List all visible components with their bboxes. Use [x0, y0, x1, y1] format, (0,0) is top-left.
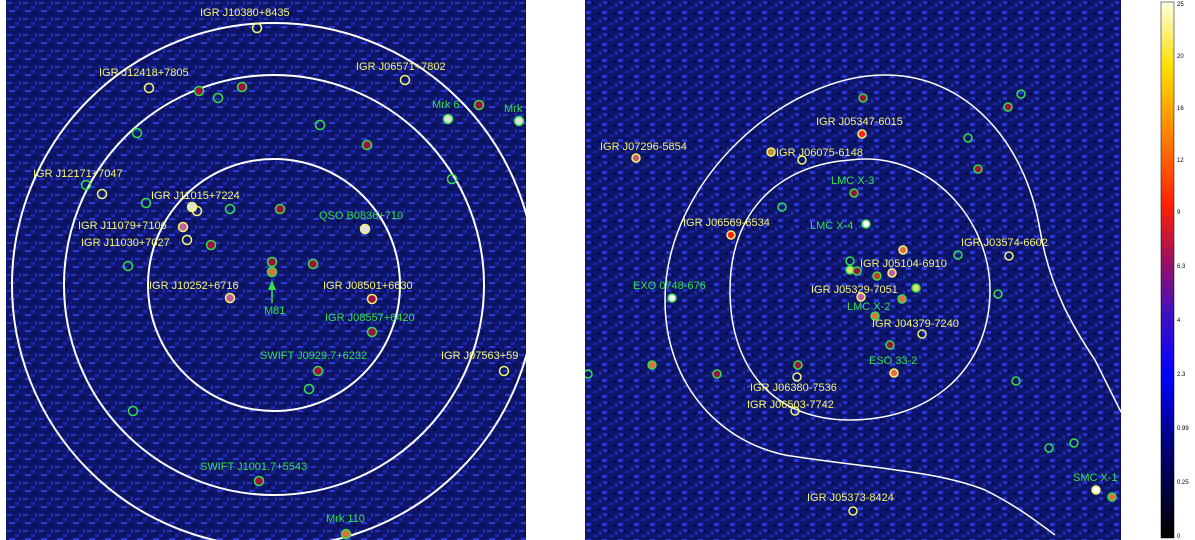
colorbar-tick: 25 — [1177, 2, 1184, 8]
label-igr-j10252: IGR J10252+6716 — [149, 280, 239, 292]
label-mrk-6: Mrk 6 — [432, 99, 460, 111]
label-mrk-110: Mrk 110 — [326, 513, 365, 525]
label-qso-b0836: QSO B0836+710 — [319, 210, 403, 222]
left-contour-outer — [11, 22, 526, 540]
label-igr-j05329: IGR J05329-7051 — [811, 284, 898, 296]
colorbar-tick: 2.3 — [1177, 372, 1186, 378]
label-igr-j06571: IGR J06571+7802 — [356, 61, 446, 73]
label-igr-j12171: IGR J12171+7047 — [33, 168, 123, 180]
left-map-background — [6, 0, 526, 540]
label-igr-j05104: IGR J05104-6910 — [860, 258, 947, 270]
colorbar-tick: 20 — [1177, 54, 1184, 60]
m81-arrow — [268, 280, 276, 303]
label-igr-j10380: IGR J10380+8435 — [200, 7, 290, 19]
left-source-labels: IGR J10380+8435 IGR J12418+7805 IGR J065… — [33, 7, 523, 525]
label-exo-0748: EXO 0748-676 — [633, 280, 706, 292]
colorbar-tick: 12 — [1177, 158, 1184, 164]
label-igr-j11030: IGR J11030+7027 — [81, 237, 170, 249]
colorbar-tick: 6.3 — [1177, 264, 1186, 270]
label-igr-j06075: IGR J06075-6148 — [776, 147, 863, 159]
left-contour-inner — [147, 158, 401, 412]
label-swift-j1001: SWIFT J1001.7+5543 — [200, 461, 307, 473]
colorbar-tick: 0.25 — [1177, 480, 1189, 486]
label-swift-j0929: SWIFT J0929.7+6232 — [260, 350, 367, 362]
colorbar-tick: 4 — [1177, 318, 1181, 324]
label-eso-33-2: ESO 33-2 — [869, 355, 917, 367]
label-igr-j08557: IGR J08557+6420 — [325, 312, 415, 324]
label-igr-j04379: IGR J04379-7240 — [872, 318, 959, 330]
label-igr-j06503: IGR J06503-7742 — [747, 399, 834, 411]
label-lmc-x-4: LMC X-4 — [810, 220, 853, 232]
label-igr-j03574: IGR J03574-6602 — [961, 237, 1048, 249]
label-igr-j07563: IGR J07563+59 — [441, 350, 518, 362]
colorbar-ticks: 25 20 16 12 9 6.3 4 2.3 0.99 0.25 0 — [1177, 2, 1189, 540]
left-source-markers — [80, 22, 525, 540]
label-igr-j06569: IGR J06569-6534 — [683, 217, 770, 229]
label-m81: M81 — [264, 305, 285, 317]
label-igr-j11079: IGR J11079+7106 — [78, 220, 167, 232]
label-igr-j05373: IGR J05373-8424 — [807, 492, 894, 504]
label-mrk: Mrk — [504, 103, 523, 115]
label-igr-j08501: IGR J08501+6630 — [323, 280, 413, 292]
left-sky-map: IGR J10380+8435 IGR J12418+7805 IGR J065… — [6, 0, 526, 540]
label-smc-x-1: SMC X-1 — [1073, 472, 1118, 484]
colorbar-gradient — [1160, 1, 1175, 539]
colorbar: 25 20 16 12 9 6.3 4 2.3 0.99 0.25 0 — [1160, 1, 1189, 540]
right-contour-inner — [729, 158, 991, 421]
label-lmc-x-3: LMC X-3 — [831, 175, 874, 187]
label-lmc-x-2: LMC X-2 — [847, 301, 890, 313]
colorbar-tick: 9 — [1177, 210, 1181, 216]
label-igr-j11015: IGR J11015+7224 — [151, 190, 240, 202]
right-contour-outer — [664, 74, 1121, 536]
label-igr-j05347: IGR J05347-6015 — [816, 116, 903, 128]
right-source-labels: IGR J05347-6015 IGR J07296-5854 IGR J060… — [600, 116, 1118, 504]
label-igr-j12418: IGR J12418+7805 — [99, 67, 189, 79]
label-igr-j07296: IGR J07296-5854 — [600, 141, 687, 153]
right-source-markers — [585, 89, 1117, 516]
colorbar-tick: 0.99 — [1177, 426, 1189, 432]
label-igr-j06380: IGR J06380-7536 — [750, 382, 837, 394]
right-sky-map: IGR J05347-6015 IGR J07296-5854 IGR J060… — [585, 0, 1121, 540]
colorbar-tick: 16 — [1177, 106, 1184, 112]
colorbar-tick: 0 — [1177, 534, 1181, 540]
left-contour-middle — [63, 74, 485, 496]
